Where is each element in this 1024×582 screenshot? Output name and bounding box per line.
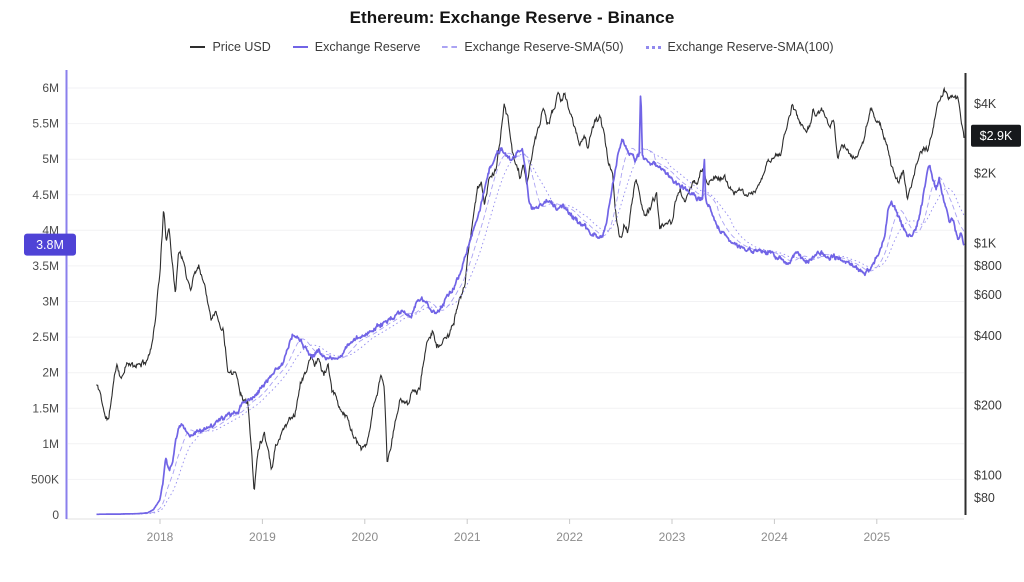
left-axis-tick-label: 500K [31,472,59,486]
legend-item-price-usd[interactable]: Price USD [190,40,271,54]
left-axis-tick-label: 2M [42,366,59,380]
legend-item-label: Price USD [212,40,271,54]
left-axis-tick-label: 6M [42,81,59,95]
left-axis-tick-label: 3.5M [32,259,59,273]
left-axis-tick-label: 4.5M [32,188,59,202]
price-current-badge: $2.9K [971,124,1021,147]
legend-item-label: Exchange Reserve-SMA(50) [464,40,624,54]
svg-text:$2.9K: $2.9K [980,129,1013,143]
right-axis-tick-label: $100 [974,469,1002,483]
reserve-current-badge: 3.8M [24,233,76,256]
right-axis-tick-label: $80 [974,491,995,505]
legend-item-exchange-reserve[interactable]: Exchange Reserve [292,40,421,54]
left-axis-tick-label: 0 [52,508,59,522]
x-axis-tick-label: 2020 [351,530,378,544]
legend-item-exchange-reserve-sma-100-[interactable]: Exchange Reserve-SMA(100) [645,40,834,54]
legend-marker-solid [190,46,206,48]
sma100-line [123,148,965,515]
legend-item-exchange-reserve-sma-50-[interactable]: Exchange Reserve-SMA(50) [442,40,624,54]
right-axis-tick-label: $400 [974,329,1002,343]
x-axis-tick-label: 2022 [556,530,583,544]
chart-title: Ethereum: Exchange Reserve - Binance [349,8,675,27]
right-axis-tick-label: $600 [974,288,1002,302]
right-axis-tick-label: $4K [974,97,997,111]
x-axis-tick-label: 2018 [147,530,174,544]
svg-text:3.8M: 3.8M [36,238,64,252]
x-axis-tick-label: 2024 [761,530,788,544]
right-axis-tick-label: $200 [974,399,1002,413]
right-axis-tick-label: $800 [974,259,1002,273]
reserve-line [96,95,965,516]
left-axis-tick-label: 5M [42,152,59,166]
legend-marker-dashed [442,46,458,48]
legend-item-label: Exchange Reserve [314,40,421,54]
chart-legend: Price USD Exchange Reserve Exchange Reserv… [0,40,1024,54]
x-axis-tick-label: 2025 [863,530,890,544]
left-axis-tick-label: 2.5M [32,330,59,344]
x-axis-tick-label: 2021 [454,530,481,544]
left-axis-tick-label: 1.5M [32,401,59,415]
x-axis-tick-label: 2019 [249,530,276,544]
left-axis-tick-label: 3M [42,295,59,309]
right-axis-tick-label: $2K [974,167,997,181]
price-line [96,86,965,490]
left-axis-tick-label: 1M [42,437,59,451]
sma50-line [110,147,965,515]
legend-marker-solid [292,46,308,48]
legend-item-label: Exchange Reserve-SMA(100) [667,40,834,54]
right-axis-tick-label: $1K [974,237,997,251]
x-axis-tick-label: 2023 [659,530,686,544]
left-axis-tick-label: 5.5M [32,117,59,131]
legend-marker-dotted [645,45,661,49]
